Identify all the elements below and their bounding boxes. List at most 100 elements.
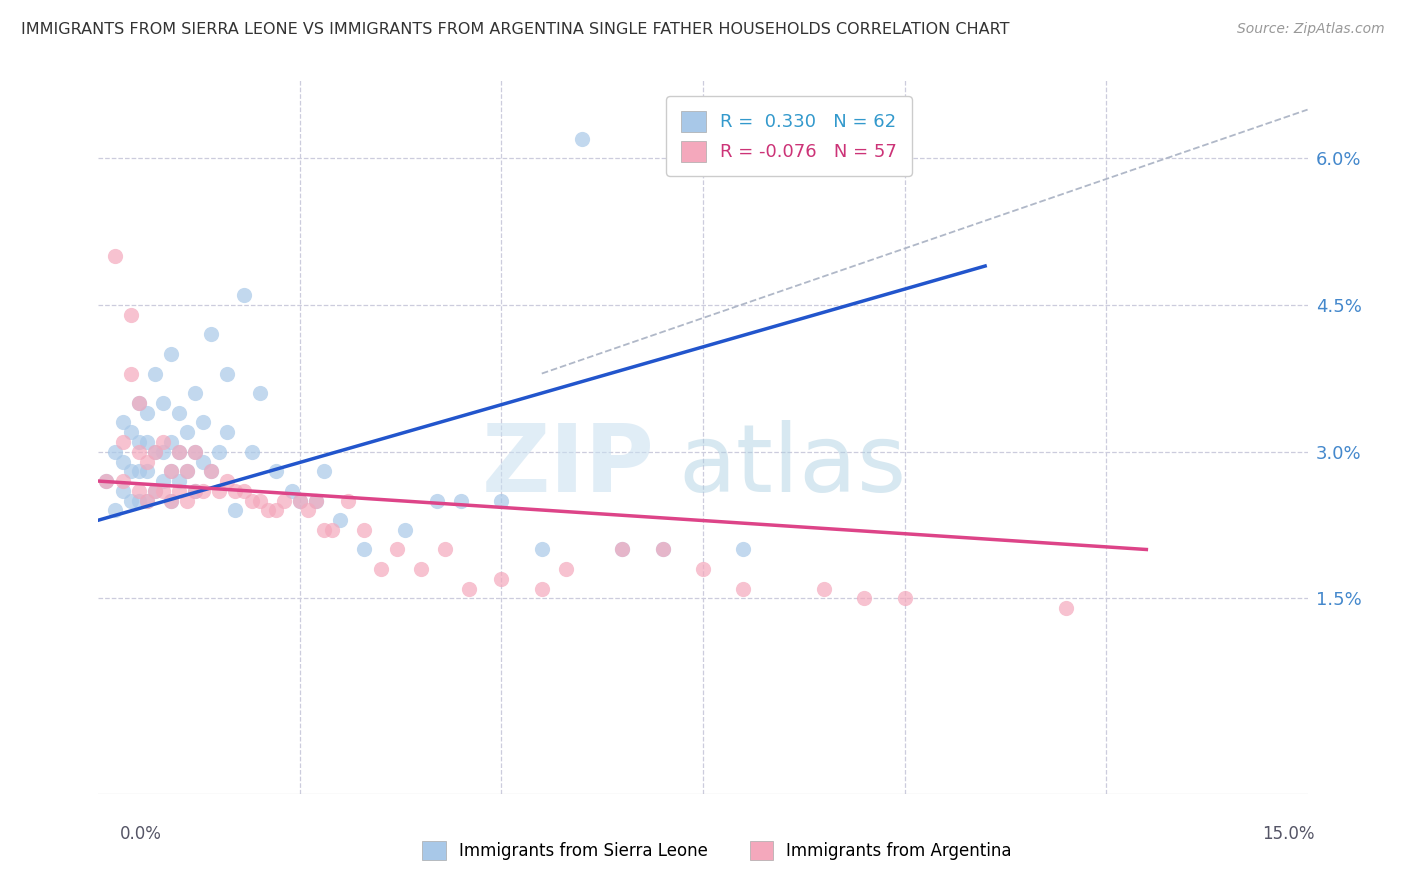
Point [193,454,215,468]
Point [176,425,198,440]
Point [128,444,150,458]
Point [193,416,215,430]
Point [103,249,125,263]
Point [143,444,166,458]
Point [256,503,278,517]
Text: IMMIGRANTS FROM SIERRA LEONE VS IMMIGRANTS FROM ARGENTINA SINGLE FATHER HOUSEHOL: IMMIGRANTS FROM SIERRA LEONE VS IMMIGRAN… [21,22,1010,37]
Point [281,483,304,498]
Point [571,132,593,146]
Point [217,425,239,440]
Point [450,493,472,508]
Point [813,582,835,596]
Point [111,454,134,468]
Point [103,444,125,458]
Point [128,483,150,498]
Point [176,464,198,478]
Point [288,493,311,508]
Point [128,434,150,449]
Text: 0.0%: 0.0% [120,825,162,843]
Point [491,493,513,508]
Point [612,542,634,557]
Point [135,464,157,478]
Point [651,542,673,557]
Point [128,464,150,478]
Point [143,367,166,381]
Point [337,493,360,508]
Point [120,464,142,478]
Point [120,425,142,440]
Text: ZIP: ZIP [482,419,655,512]
Point [893,591,915,606]
Point [160,464,183,478]
Point [184,444,207,458]
Point [353,523,375,537]
Point [200,327,222,342]
Point [96,474,118,488]
Text: atlas: atlas [679,419,907,512]
Point [314,464,336,478]
Point [733,582,755,596]
Text: Source: ZipAtlas.com: Source: ZipAtlas.com [1237,22,1385,37]
Point [264,503,287,517]
Point [111,416,134,430]
Point [426,493,449,508]
Point [249,386,271,401]
Point [184,483,207,498]
Point [288,493,311,508]
Point [530,542,553,557]
Point [200,464,222,478]
Point [152,434,174,449]
Point [184,483,207,498]
Point [733,542,755,557]
Point [184,386,207,401]
Point [305,493,328,508]
Point [305,493,328,508]
Point [217,474,239,488]
Point [297,503,319,517]
Point [264,464,287,478]
Point [160,347,183,361]
Point [176,464,198,478]
Point [128,396,150,410]
Point [167,444,190,458]
Point [135,493,157,508]
Point [111,474,134,488]
Point [135,493,157,508]
Point [458,582,481,596]
Legend: Immigrants from Sierra Leone, Immigrants from Argentina: Immigrants from Sierra Leone, Immigrants… [412,831,1022,871]
Point [321,523,343,537]
Point [160,464,183,478]
Point [224,483,246,498]
Point [120,367,142,381]
Point [193,483,215,498]
Point [651,542,673,557]
Point [530,582,553,596]
Point [152,444,174,458]
Point [240,444,263,458]
Point [111,483,134,498]
Point [370,562,392,576]
Point [273,493,295,508]
Point [120,493,142,508]
Point [555,562,578,576]
Point [692,562,714,576]
Point [314,523,336,537]
Point [111,434,134,449]
Legend: R =  0.330   N = 62, R = -0.076   N = 57: R = 0.330 N = 62, R = -0.076 N = 57 [666,96,911,176]
Point [128,493,150,508]
Point [353,542,375,557]
Point [167,444,190,458]
Point [176,493,198,508]
Point [385,542,408,557]
Point [160,493,183,508]
Point [152,474,174,488]
Point [167,406,190,420]
Point [1054,601,1077,615]
Point [240,493,263,508]
Point [394,523,416,537]
Point [217,367,239,381]
Point [208,483,231,498]
Point [152,396,174,410]
Point [200,464,222,478]
Point [143,483,166,498]
